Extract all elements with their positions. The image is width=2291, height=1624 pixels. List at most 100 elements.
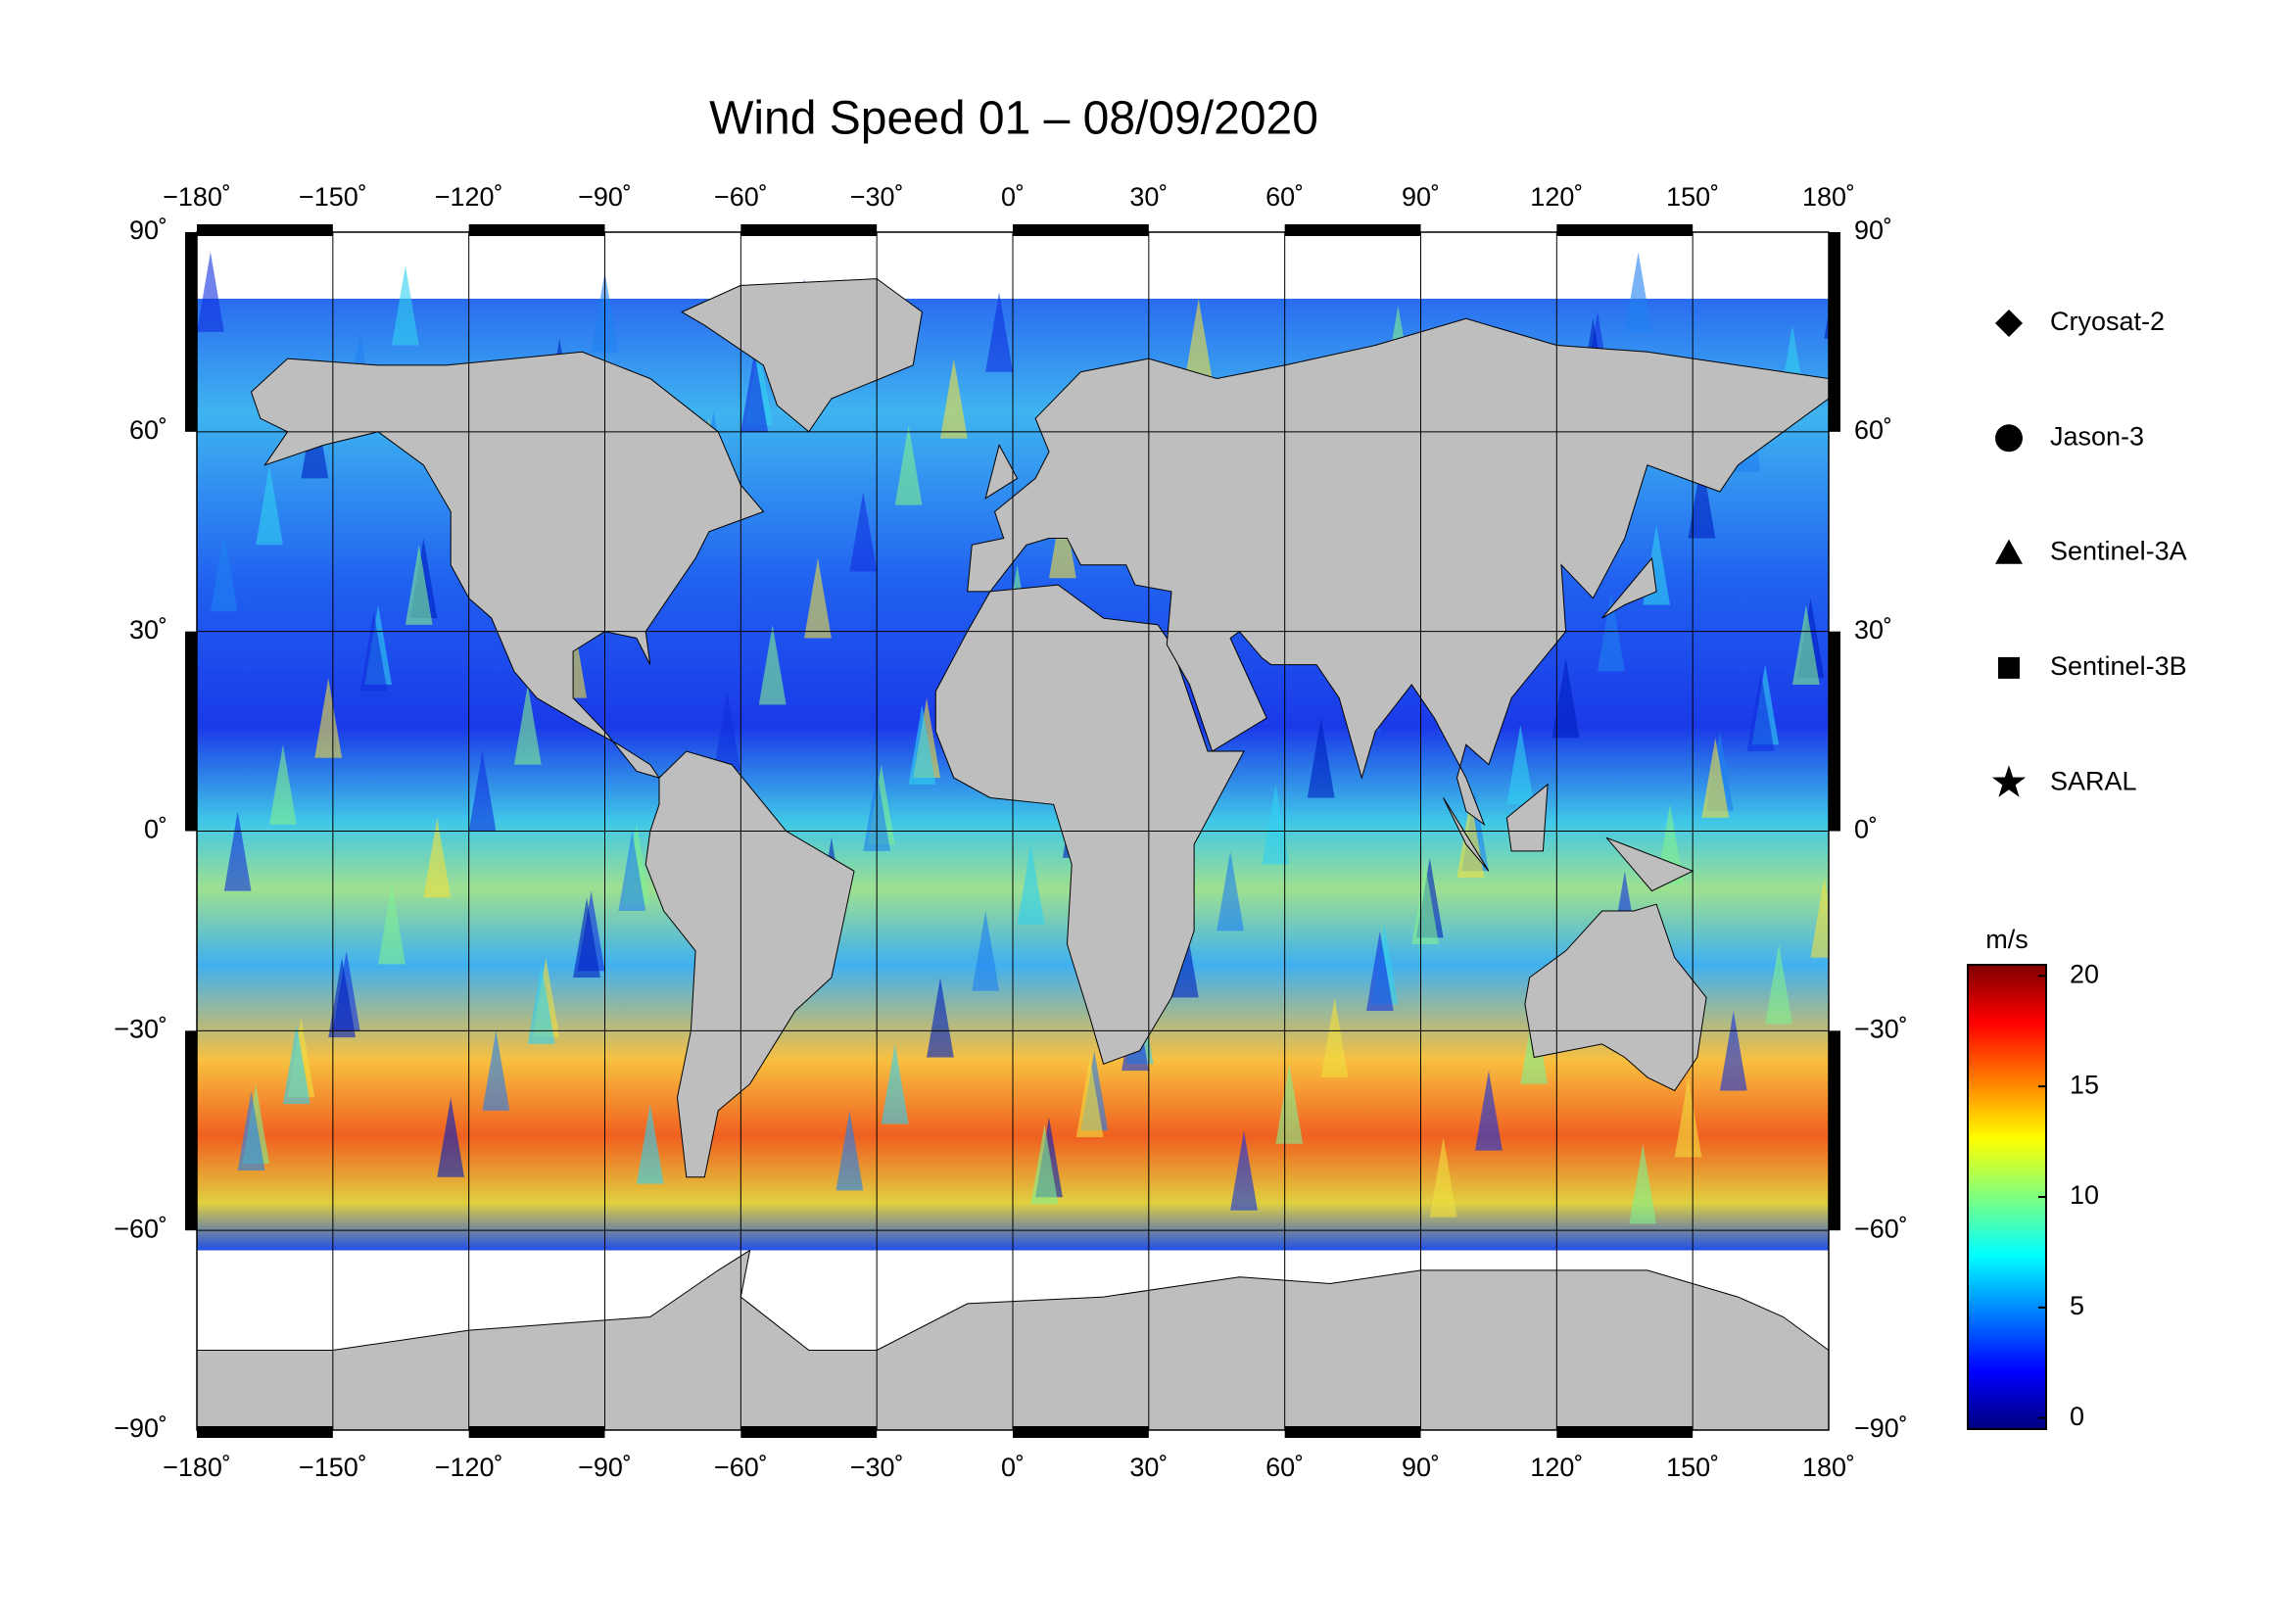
y-tick-label: 0˚ [144,815,167,844]
swath [758,624,787,705]
x-tick-label: 180˚ [1802,182,1855,212]
swath [573,897,600,978]
swath [1217,850,1244,931]
frame-bar [1556,224,1694,236]
x-tick-label: −60˚ [714,1453,768,1482]
y-tick-label: −90˚ [1854,1413,1908,1443]
y-tick-label: 30˚ [1854,615,1892,645]
swath [1701,738,1730,818]
swath [1792,604,1820,685]
swath [437,1097,464,1177]
x-tick-label: −150˚ [299,182,367,212]
land [681,278,923,433]
swath [927,978,954,1058]
x-tick-label: 30˚ [1129,182,1168,212]
swath [468,751,497,832]
y-tick-label: 30˚ [129,615,167,645]
legend-label: Cryosat-2 [2050,307,2165,336]
x-tick-label: 0˚ [1001,182,1025,212]
swath [513,685,542,765]
swath [314,678,343,758]
y-tick-label: 90˚ [129,215,167,245]
swath [1307,718,1335,798]
swath [740,352,769,432]
swath [804,557,832,639]
x-tick-label: 150˚ [1666,182,1719,212]
colorbar-tick-label: 0 [2070,1402,2084,1431]
frame-bar [197,224,333,236]
y-tick-label: 60˚ [129,415,167,445]
swath [1765,944,1792,1025]
x-tick-label: −30˚ [850,182,904,212]
legend-label: Sentinel-3B [2050,651,2187,681]
colorbar-label: m/s [1985,925,2028,954]
swath [482,1030,510,1111]
swath [835,1110,864,1191]
x-tick-label: 180˚ [1802,1453,1855,1482]
frame-bar [1013,224,1149,236]
x-tick-label: 120˚ [1530,1453,1583,1482]
swath [636,1104,664,1184]
colorbar-tick-label: 15 [2070,1070,2099,1099]
legend-marker [1995,424,2023,453]
swath [223,811,252,891]
land [967,317,1829,827]
swath [1230,1130,1258,1211]
swath [713,691,741,772]
x-tick-label: 150˚ [1666,1453,1719,1482]
frame-bar [468,224,605,236]
frame-bar [185,1030,197,1231]
y-tick-label: 60˚ [1854,415,1892,445]
x-tick-label: −120˚ [435,182,503,212]
swath [282,1024,310,1105]
land [1505,783,1549,852]
swath [269,744,297,825]
x-tick-label: 120˚ [1530,182,1583,212]
swath [328,957,356,1038]
x-tick-label: −90˚ [578,182,632,212]
swath [197,252,224,332]
swath [1275,1064,1304,1144]
legend-marker [1995,310,2023,337]
x-tick-label: −90˚ [578,1453,632,1482]
swath [1320,997,1349,1077]
frame-bar [1829,631,1840,832]
swath [378,884,406,965]
x-tick-label: −180˚ [163,182,231,212]
x-tick-label: −120˚ [435,1453,503,1482]
y-tick-label: 0˚ [1854,815,1878,844]
frame-bar [1556,1426,1694,1438]
swath [256,464,283,546]
swath [1506,724,1535,805]
x-tick-label: 90˚ [1402,1453,1440,1482]
map-frame [196,231,1830,1431]
swath [1262,784,1290,865]
swath [1674,1076,1702,1158]
swath [985,292,1013,372]
frame-bar [1829,232,1840,432]
frame-bar [185,631,197,832]
y-tick-label: −30˚ [1854,1014,1908,1043]
swath [881,1043,909,1124]
swath [1030,1123,1059,1204]
swath [908,704,936,785]
legend-marker [1998,656,2020,679]
swath [1688,458,1716,539]
swath [423,817,452,898]
swath [1429,1137,1457,1218]
legend-marker [1995,539,2023,564]
swath [1075,1057,1104,1137]
swath [1810,878,1829,958]
swath [405,545,433,625]
x-tick-label: −30˚ [850,1453,904,1482]
frame-bar [740,224,878,236]
swath [1411,864,1439,944]
x-tick-label: −180˚ [163,1453,231,1482]
x-tick-label: 30˚ [1129,1453,1168,1482]
swath [1824,311,1829,339]
swath [940,358,968,439]
swath [972,911,1000,991]
y-tick-label: −60˚ [1854,1214,1908,1243]
swath [359,611,388,692]
swath [527,964,555,1044]
